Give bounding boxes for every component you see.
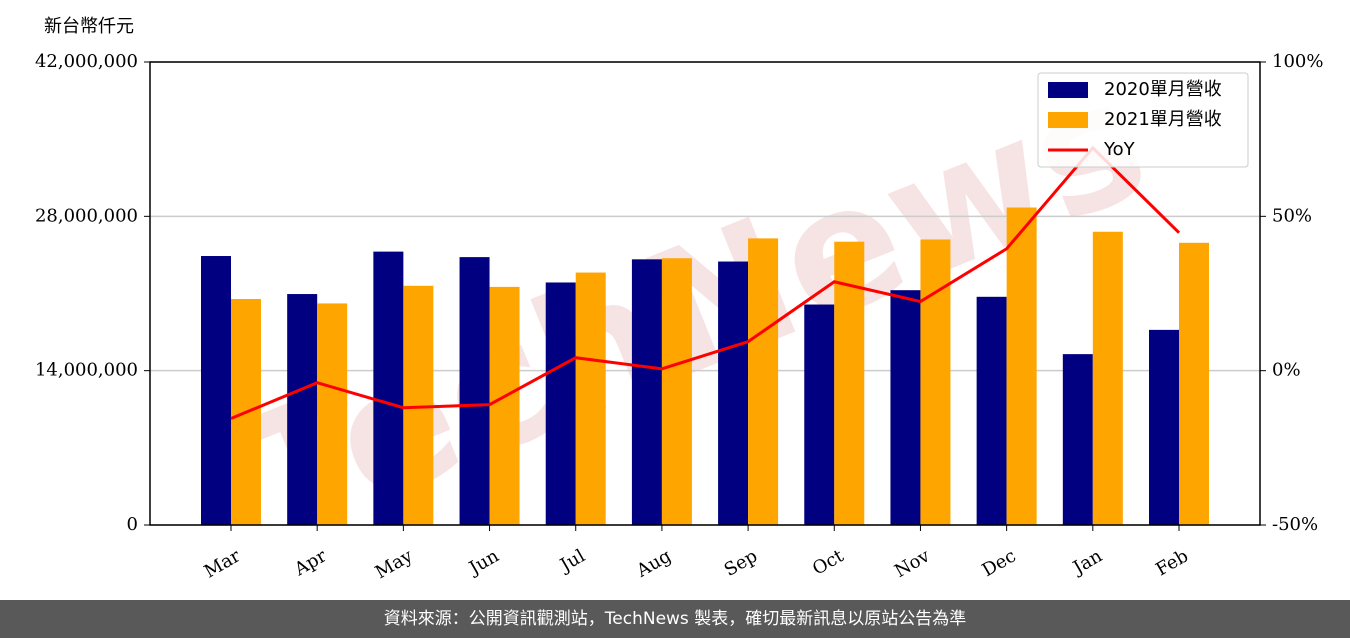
- bar: [459, 257, 490, 525]
- bar: [718, 261, 749, 525]
- bar: [201, 256, 231, 525]
- x-tick-label: Mar: [201, 545, 245, 582]
- x-tick-label: Aug: [632, 545, 675, 582]
- x-tick-label: Jun: [464, 545, 503, 580]
- x-tick-label: May: [372, 545, 417, 583]
- bar: [489, 286, 520, 525]
- x-tick-label: Feb: [1152, 545, 1192, 580]
- legend-label: YoY: [1103, 139, 1136, 160]
- bar: [317, 303, 348, 525]
- bar: [890, 290, 921, 525]
- chart: 新台幣仟元 TechNews 014,000,00028,000,00042,0…: [35, 16, 1324, 583]
- bar: [1062, 354, 1093, 525]
- bar: [287, 294, 318, 525]
- x-tick-label: Sep: [721, 545, 761, 580]
- bar: [976, 296, 1007, 525]
- bar: [1092, 231, 1123, 525]
- bar: [920, 239, 951, 525]
- bar: [545, 282, 576, 525]
- bar: [748, 238, 779, 525]
- y-tick-label: 28,000,000: [35, 205, 138, 226]
- x-tick-label: Jul: [555, 545, 589, 577]
- bar: [804, 304, 835, 525]
- y-axis-label: 新台幣仟元: [44, 16, 134, 37]
- y2-tick-label: -50%: [1272, 514, 1318, 535]
- y-tick-label: 0: [127, 514, 138, 535]
- x-tick-label: Nov: [891, 545, 934, 582]
- legend-label: 2021單月營收: [1104, 109, 1222, 130]
- bar: [1179, 242, 1209, 526]
- legend-label: 2020單月營收: [1104, 79, 1222, 100]
- bar: [631, 259, 662, 525]
- plot-frame: [149, 61, 1261, 526]
- y-tick-label: 14,000,000: [35, 360, 138, 381]
- x-tick-label: Jan: [1068, 545, 1106, 579]
- x-tick-label: Oct: [809, 545, 848, 580]
- footer: 資料來源：公開資訊觀測站，TechNews 製表，確切最新訊息以原站公告為準: [0, 600, 1350, 638]
- legend-box: [1037, 72, 1249, 168]
- y2-tick-label: 100%: [1272, 51, 1323, 72]
- bar: [661, 258, 692, 525]
- bar: [373, 251, 404, 525]
- y2-tick-label: 0%: [1272, 360, 1301, 381]
- bar: [1006, 207, 1037, 525]
- line: [230, 145, 1181, 420]
- bar: [1149, 329, 1179, 525]
- y-tick-label: 42,000,000: [35, 51, 138, 72]
- legend-swatch: [1048, 112, 1088, 128]
- bar: [575, 272, 606, 525]
- y2-tick-label: 50%: [1272, 205, 1312, 226]
- legend-swatch: [1048, 82, 1088, 98]
- x-tick-label: Dec: [979, 545, 1020, 581]
